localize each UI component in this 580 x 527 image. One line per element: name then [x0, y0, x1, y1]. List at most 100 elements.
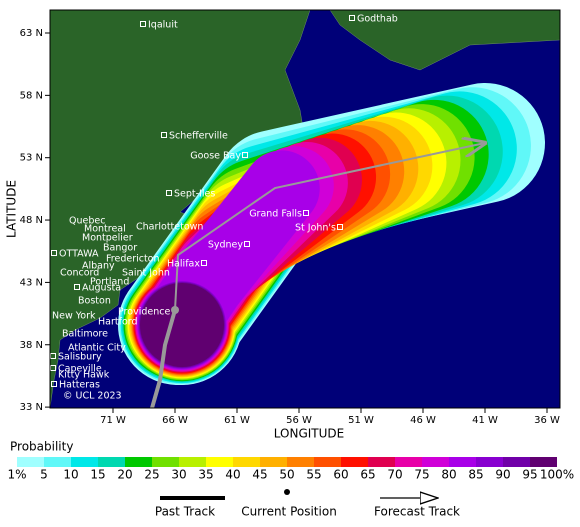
city-label: Charlottetown [136, 222, 203, 233]
city-label: Hartford [98, 317, 138, 328]
lat-tick-label: 48 N [20, 215, 43, 226]
map-frame [49, 9, 561, 409]
past-track [150, 309, 177, 408]
lon-tick-label: 51 W [348, 415, 374, 426]
city-label: Schefferville [169, 131, 228, 142]
city-label: OTTAWA [59, 249, 99, 260]
lon-tick-label: 36 W [534, 415, 560, 426]
colorbar-swatch [233, 457, 260, 467]
city-marker [337, 224, 343, 230]
colorbar-swatch [260, 457, 287, 467]
city-label: Saint John [122, 268, 170, 279]
lat-tick-label: 58 N [20, 90, 43, 101]
colorbar-swatch [368, 457, 395, 467]
colorbar-label: 80 [441, 468, 456, 482]
city-marker [244, 241, 250, 247]
city-label: Halifax [167, 259, 200, 270]
colorbar-label: 5 [40, 468, 48, 482]
city-label: Montpelier [82, 233, 133, 244]
lat-tick-label: 43 N [20, 277, 43, 288]
lon-tick-label: 66 W [162, 415, 188, 426]
city-label: Montreal [84, 224, 126, 235]
colorbar-label: 25 [144, 468, 159, 482]
city-marker [161, 132, 167, 138]
colorbar-label: 85 [468, 468, 483, 482]
colorbar-label: 60 [333, 468, 348, 482]
colorbar-swatch [503, 457, 530, 467]
colorbar-label: 90 [495, 468, 510, 482]
city-label: Concord [60, 268, 99, 279]
colorbar-label: 30 [171, 468, 186, 482]
city-label: New York [52, 311, 96, 322]
city-label: Iqaluit [148, 20, 178, 31]
city-label: Atlantic City [68, 343, 126, 354]
lat-tick-label: 33 N [20, 402, 43, 413]
swath-core [140, 283, 224, 367]
colorbar-label: 45 [252, 468, 267, 482]
city-label: Portland [90, 277, 129, 288]
city-marker [166, 190, 172, 196]
city-marker [242, 152, 248, 158]
colorbar-label: 50 [279, 468, 294, 482]
colorbar-swatch [206, 457, 233, 467]
copyright: © UCL 2023 [63, 391, 122, 402]
forecast-track [174, 143, 485, 311]
lon-tick-label: 46 W [410, 415, 436, 426]
current-position-symbol [284, 489, 290, 495]
city-label: Albany [82, 261, 115, 272]
city-label: Augusta [82, 283, 121, 294]
lon-tick-label: 61 W [224, 415, 250, 426]
city-marker [349, 15, 355, 21]
city-label: Grand Falls [249, 209, 302, 220]
city-label: Godthab [357, 14, 398, 25]
colorbar-label: 20 [117, 468, 132, 482]
city-label: Salisbury [58, 352, 102, 363]
colorbar-swatch [179, 457, 206, 467]
colorbar-label: 40 [225, 468, 240, 482]
city-label: Fredericton [106, 254, 160, 265]
colorbar-swatch [125, 457, 152, 467]
city-label: Goose Bay [190, 151, 241, 162]
lon-label: LONGITUDE [274, 427, 344, 441]
colorbar-swatch [287, 457, 314, 467]
colorbar-label: 15 [90, 468, 105, 482]
current-position-label: Current Position [241, 505, 337, 519]
lat-tick-label: 63 N [20, 28, 43, 39]
current-position [171, 306, 179, 314]
colorbar-swatch [530, 457, 557, 467]
colorbar-swatch [44, 457, 71, 467]
city-label: Sept-Iles [174, 189, 215, 200]
colorbar-swatch [341, 457, 368, 467]
colorbar-label: 75 [414, 468, 429, 482]
map: Iqaluit Godthab Schefferville Goose Bay Sept… [50, 10, 560, 408]
lon-tick-label: 41 W [472, 415, 498, 426]
colorbar-label: 100% [540, 468, 574, 482]
city-label: Baltimore [62, 329, 108, 340]
land [329, 10, 560, 71]
lat-tick-label: 53 N [20, 153, 43, 164]
city-label: Kitty Hawk [58, 370, 110, 381]
city-marker [303, 210, 309, 216]
colorbar-swatch [395, 457, 422, 467]
colorbar-label: 1% [7, 468, 26, 482]
city-label: Bangor [103, 243, 137, 254]
city-label: Hatteras [59, 380, 100, 391]
legend-title: Probability [10, 440, 73, 454]
city-label: Providence [118, 307, 170, 318]
colorbar-swatch [152, 457, 179, 467]
colorbar-label: 55 [306, 468, 321, 482]
colorbar-label: 35 [198, 468, 213, 482]
lon-tick-label: 56 W [286, 415, 312, 426]
colorbar-label: 95 [522, 468, 537, 482]
city-marker [140, 21, 146, 27]
colorbar-swatch [449, 457, 476, 467]
city-marker [51, 381, 57, 387]
city-label: Quebec [69, 216, 105, 227]
city-label: Sydney [208, 240, 244, 251]
city-marker [74, 284, 80, 290]
lon-tick-label: 71 W [100, 415, 126, 426]
city-label: Capeville [58, 364, 102, 375]
colorbar-swatch [98, 457, 125, 467]
lat-label: LATITUDE [5, 180, 19, 238]
colorbar-label: 65 [360, 468, 375, 482]
